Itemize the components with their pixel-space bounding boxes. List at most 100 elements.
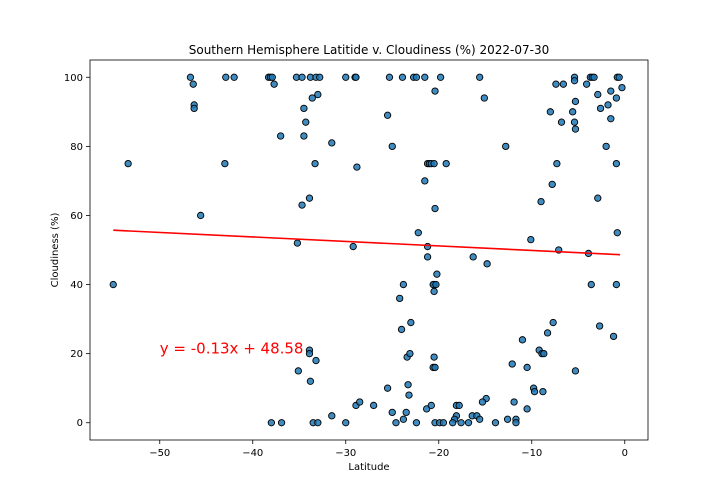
data-point bbox=[469, 253, 477, 261]
data-point bbox=[602, 142, 610, 151]
x-tick-label: −50 bbox=[149, 448, 170, 459]
data-point bbox=[476, 415, 484, 423]
data-point bbox=[277, 419, 286, 427]
data-point bbox=[407, 318, 415, 327]
data-point bbox=[399, 280, 408, 289]
y-tick-label: 20 bbox=[70, 349, 83, 360]
data-point bbox=[276, 132, 285, 140]
data-point bbox=[190, 104, 198, 113]
data-point bbox=[476, 73, 484, 81]
data-point bbox=[314, 419, 322, 427]
y-axis-label: Cloudiness (%) bbox=[50, 213, 61, 288]
data-point bbox=[527, 235, 535, 244]
data-point bbox=[406, 349, 414, 358]
data-point bbox=[342, 73, 350, 81]
y-tick-label: 80 bbox=[70, 142, 83, 153]
data-point bbox=[353, 163, 361, 171]
data-point bbox=[312, 356, 320, 365]
data-point bbox=[300, 132, 308, 140]
data-point bbox=[430, 287, 438, 296]
y-tick-label: 100 bbox=[64, 73, 83, 84]
data-point bbox=[385, 73, 394, 81]
data-point bbox=[518, 336, 527, 344]
data-point bbox=[412, 73, 421, 81]
data-point bbox=[503, 415, 512, 423]
data-point bbox=[421, 177, 429, 185]
y-tick-label: 0 bbox=[77, 418, 83, 429]
data-point bbox=[392, 419, 400, 427]
regression-layer bbox=[113, 229, 621, 256]
regression-line bbox=[113, 229, 621, 256]
data-point bbox=[607, 87, 615, 95]
data-point bbox=[582, 80, 591, 88]
plot-frame bbox=[89, 59, 649, 441]
data-point bbox=[455, 401, 463, 410]
data-point bbox=[433, 270, 441, 278]
data-point bbox=[571, 125, 580, 133]
data-point bbox=[449, 419, 457, 427]
data-point bbox=[314, 90, 322, 99]
data-point bbox=[293, 239, 302, 247]
data-point bbox=[270, 80, 278, 88]
data-point bbox=[442, 159, 450, 168]
data-point bbox=[342, 419, 350, 427]
data-point bbox=[404, 381, 412, 389]
data-point bbox=[298, 73, 306, 81]
regression-equation: y = -0.13x + 48.58 bbox=[160, 340, 304, 358]
data-point bbox=[427, 401, 435, 410]
data-point bbox=[222, 73, 230, 81]
data-point bbox=[595, 322, 604, 330]
data-point bbox=[356, 398, 364, 406]
data-point bbox=[530, 387, 539, 396]
data-point bbox=[548, 180, 556, 189]
data-point bbox=[559, 80, 568, 88]
y-tick-label: 60 bbox=[70, 211, 83, 222]
data-point bbox=[298, 201, 306, 209]
data-point bbox=[369, 401, 378, 410]
data-point bbox=[615, 73, 623, 81]
data-point bbox=[594, 194, 602, 202]
data-point bbox=[328, 139, 336, 147]
data-point bbox=[306, 377, 315, 385]
data-point bbox=[539, 387, 547, 396]
chart-title: Southern Hemisphere Latitide v. Cloudine… bbox=[189, 43, 550, 57]
data-point bbox=[613, 229, 621, 237]
data-point bbox=[423, 242, 432, 251]
data-points bbox=[109, 73, 626, 427]
data-point bbox=[612, 159, 621, 168]
plot-area bbox=[90, 60, 648, 440]
data-point bbox=[352, 73, 360, 81]
x-axis-label: Latitude bbox=[348, 462, 389, 473]
data-point bbox=[557, 118, 566, 126]
data-point bbox=[571, 367, 580, 375]
data-point bbox=[553, 159, 561, 168]
data-point bbox=[267, 419, 275, 427]
data-point bbox=[349, 242, 357, 251]
data-point bbox=[423, 253, 432, 261]
data-point bbox=[457, 419, 465, 427]
data-point bbox=[383, 384, 392, 392]
data-point bbox=[328, 412, 336, 420]
data-point bbox=[189, 80, 197, 88]
x-tick-label: −40 bbox=[242, 448, 263, 459]
data-point bbox=[398, 73, 407, 81]
data-point bbox=[523, 363, 531, 372]
data-point bbox=[546, 108, 554, 116]
data-point bbox=[186, 73, 195, 81]
data-point bbox=[109, 280, 117, 289]
data-point bbox=[604, 101, 612, 109]
data-point bbox=[502, 142, 510, 151]
data-point bbox=[478, 398, 487, 406]
data-point bbox=[300, 104, 308, 113]
data-point bbox=[549, 318, 557, 327]
data-point bbox=[316, 73, 324, 81]
data-point bbox=[540, 349, 548, 358]
data-point bbox=[399, 415, 408, 423]
data-point bbox=[483, 260, 491, 268]
data-point bbox=[464, 419, 473, 427]
data-point bbox=[552, 80, 560, 88]
data-point bbox=[430, 353, 438, 361]
x-tick-label: −30 bbox=[335, 448, 356, 459]
data-point bbox=[594, 90, 602, 99]
